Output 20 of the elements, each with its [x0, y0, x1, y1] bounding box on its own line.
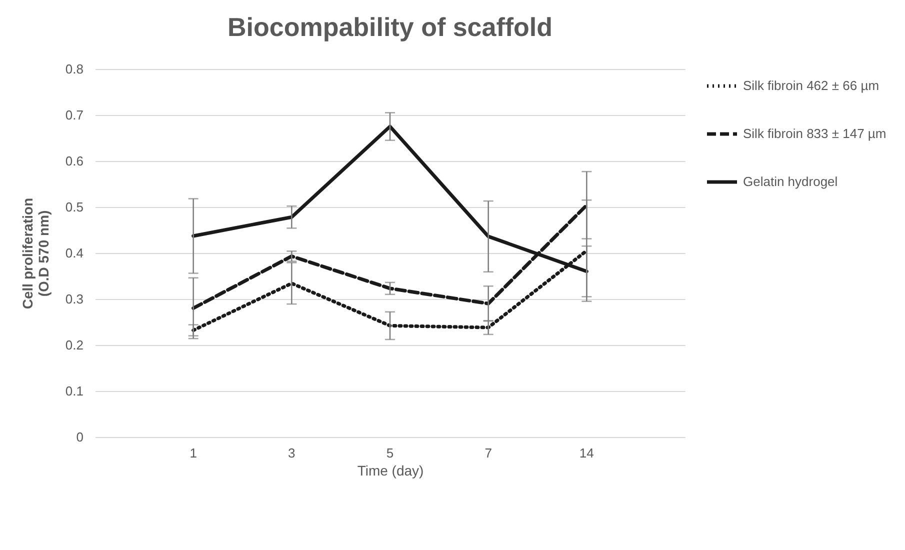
y-axis-title: Cell proliferation (O.D 570 nm) — [19, 198, 52, 310]
x-axis-title: Time (day) — [357, 462, 424, 478]
x-tick-label: 7 — [484, 446, 492, 460]
legend-label: Gelatin hydrogel — [743, 174, 838, 189]
y-tick-label: 0.8 — [65, 62, 84, 76]
y-tick-label: 0.5 — [65, 200, 84, 214]
legend-label: Silk fibroin 833 ± 147 µm — [743, 126, 886, 141]
x-tick-label: 3 — [288, 446, 296, 460]
x-tick-label: 14 — [579, 446, 594, 460]
y-tick-label: 0.3 — [65, 292, 84, 306]
y-tick-label: 0.4 — [65, 246, 84, 260]
legend-label: Silk fibroin 462 ± 66 µm — [743, 78, 880, 93]
y-tick-label: 0 — [76, 430, 84, 444]
y-tick-label: 0.6 — [65, 154, 84, 168]
y-tick-label: 0.1 — [65, 384, 84, 398]
x-tick-label: 1 — [190, 446, 197, 460]
y-tick-label: 0.7 — [65, 108, 84, 122]
y-tick-label: 0.2 — [65, 338, 84, 352]
x-tick-label: 5 — [386, 446, 394, 460]
chart-title: Biocompability of scaffold — [227, 12, 553, 42]
